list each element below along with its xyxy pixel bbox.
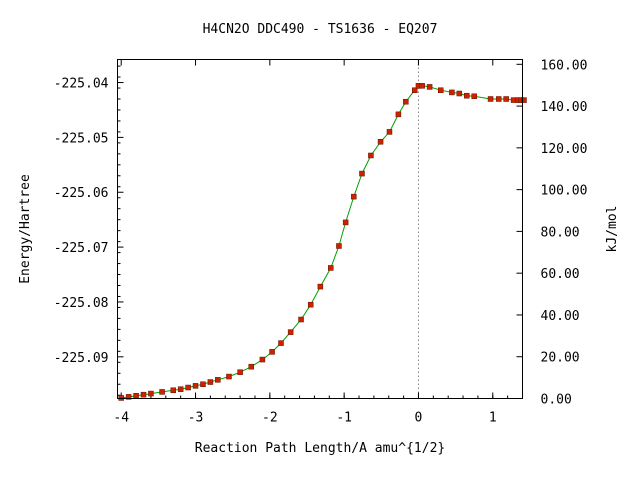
data-point: [226, 373, 232, 380]
data-point: [336, 243, 342, 249]
y2-tick-label: 20.00: [541, 351, 580, 366]
data-point: [503, 96, 509, 102]
data-point: [215, 377, 221, 383]
data-point: [456, 90, 463, 97]
y2-axis-label: kJ/mol: [605, 206, 620, 253]
y-tick-label: -225.07: [54, 241, 109, 256]
y-tick-label: -225.04: [54, 77, 109, 92]
data-point: [377, 139, 384, 145]
data-point: [487, 96, 494, 102]
x-tick-label: -4: [113, 411, 129, 426]
data-point: [419, 83, 425, 89]
y-tick-label: -225.06: [54, 186, 109, 201]
data-point: [438, 87, 444, 93]
y2-tick-label: 120.00: [541, 142, 588, 157]
data-point: [317, 283, 324, 290]
data-point: [351, 193, 357, 200]
data-point: [495, 96, 502, 102]
data-point: [200, 381, 206, 387]
x-tick-label: 1: [489, 411, 497, 426]
y-tick-label: -225.05: [54, 131, 109, 146]
chart-title: H4CN2O DDC490 - TS1636 - EQ207: [203, 22, 438, 37]
data-point: [259, 356, 266, 363]
data-point: [426, 84, 433, 90]
data-point: [248, 363, 255, 370]
data-point: [298, 316, 304, 323]
x-axis-label: Reaction Path Length/A amu^{1/2}: [195, 441, 445, 456]
series-line: [121, 85, 524, 399]
data-point: [269, 349, 275, 355]
data-point: [403, 98, 409, 105]
data-point: [237, 369, 243, 375]
data-point: [118, 395, 124, 401]
y2-tick-label: 160.00: [541, 58, 588, 73]
y2-tick-label: 60.00: [541, 267, 580, 282]
data-point: [207, 379, 214, 385]
data-point: [359, 170, 365, 177]
data-point: [449, 89, 455, 96]
y-tick-label: -225.09: [54, 351, 109, 366]
y2-tick-label: 100.00: [541, 184, 588, 199]
y-axis-label: Energy/Hartree: [18, 174, 33, 284]
plot-area: -4 -3 -2 -1 0 1 -225.04 -225.05 -225.06 -225.07 -2…: [54, 58, 588, 425]
data-point: [307, 301, 314, 308]
data-point: [386, 129, 393, 135]
y2-tick-label: 80.00: [541, 225, 580, 240]
x-tick-label: -2: [262, 411, 278, 426]
data-point: [133, 393, 139, 399]
data-point: [287, 329, 294, 335]
data-point: [278, 340, 284, 346]
y2-tick-label: 0.00: [541, 393, 572, 408]
data-point: [148, 390, 154, 397]
data-point: [368, 152, 374, 159]
data-point: [411, 87, 418, 93]
data-point: [170, 387, 176, 394]
data-point: [395, 111, 402, 118]
data-point: [192, 383, 199, 389]
y-tick-label: -225.08: [54, 296, 109, 311]
data-point: [140, 391, 147, 398]
data-point: [177, 386, 184, 392]
data-point: [342, 219, 349, 226]
data-point: [521, 97, 527, 103]
data-point: [464, 92, 470, 99]
data-point: [185, 384, 191, 391]
data-point: [471, 93, 477, 100]
data-point: [328, 265, 334, 271]
data-point: [159, 389, 165, 395]
y2-tick-label: 140.00: [541, 100, 588, 115]
plot-frame: [117, 59, 523, 399]
x-tick-label: -1: [336, 411, 352, 426]
x-tick-label: -3: [188, 411, 204, 426]
y2-tick-label: 40.00: [541, 309, 580, 324]
data-point: [125, 394, 132, 400]
x-tick-label: 0: [415, 411, 423, 426]
